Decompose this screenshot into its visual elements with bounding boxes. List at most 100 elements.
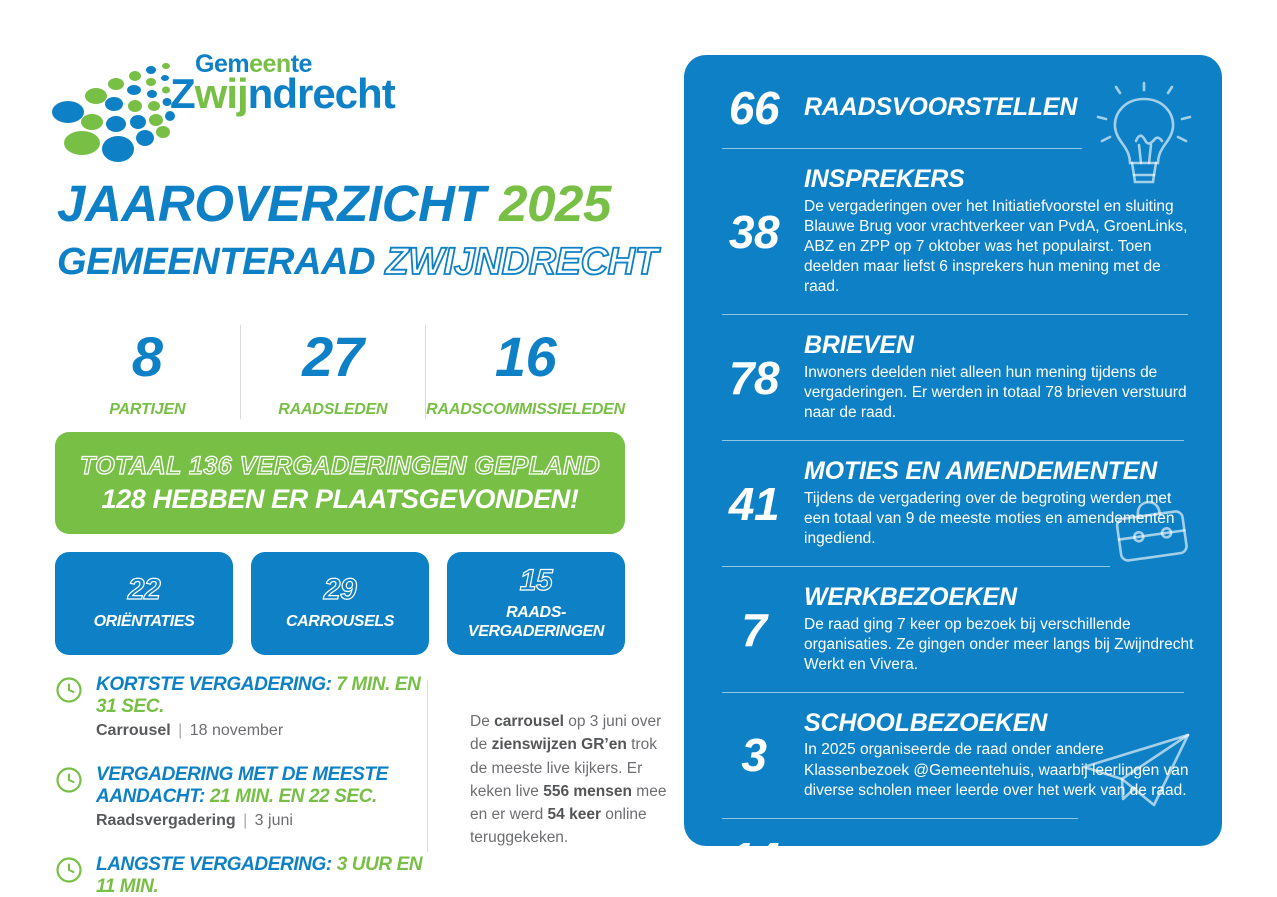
section-number: 7 [741, 603, 767, 656]
stat-value: 16 [494, 325, 557, 388]
stat-partijen: 8 PARTIJEN [55, 325, 240, 419]
section-description: Inwoners deelden niet alleen hun mening … [804, 363, 1187, 421]
logo-word-zwijndrecht: Zwijndrecht [170, 70, 396, 117]
banner-line2: 128 HEBBEN ER PLAATSGEVONDEN! [101, 483, 579, 514]
highlight-langste-vergadering: LANGSTE VERGADERING: 3 UUR EN 11 MIN. Be… [55, 854, 423, 897]
section-title: WERKBEZOEKEN [804, 583, 1017, 612]
section-description: In 2025 organiseerde de raad onder ander… [804, 741, 1189, 799]
gemeente-zwijndrecht-logo: Gemeente Zwijndrecht [50, 42, 400, 172]
box-label: RAADS- VERGADERINGEN [467, 603, 605, 640]
stat-label: PARTIJEN [109, 401, 186, 418]
stat-value: 27 [302, 325, 364, 388]
panel-section-schoolbezoeken: 3 SCHOOLBEZOEKEN In 2025 organiseerde de… [718, 708, 1194, 801]
section-title: RAADSVOORSTELLEN [804, 93, 1078, 122]
highlight-kortste-vergadering: KORTSTE VERGADERING: 7 MIN. EN 31 SEC. C… [55, 674, 423, 740]
stats-row: 8 PARTIJEN 27 RAADSLEDEN 16 RAADSCOMMISS… [55, 325, 625, 419]
panel-section-schriftelijke-vragen: 14 SCHRIFTELIJKE VRAGEN [718, 836, 1194, 846]
total-meetings-banner: TOTAAL 136 VERGADERINGEN GEPLAND 128 HEB… [55, 432, 625, 534]
highlight-meeste-aandacht: VERGADERING MET DE MEESTE AANDACHT: 21 M… [55, 764, 423, 830]
clock-icon [56, 857, 82, 883]
stat-raadsleden: 27 RAADSLEDEN [239, 325, 426, 419]
section-title: MOTIES EN AMENDEMENTEN [804, 457, 1158, 486]
highlight-label: KORTSTE VERGADERING: [96, 674, 337, 695]
box-carrousels: 29 CARROUSELS [251, 552, 429, 655]
page-title-line1: JAAROVERZICHT 2025 [57, 178, 611, 229]
page-title-line2: GEMEENTERAAD ZWIJNDRECHT [57, 241, 659, 283]
title-gemeenteraad: GEMEENTERAAD [57, 241, 386, 283]
section-number: 38 [728, 205, 780, 258]
note-bold: carrousel [494, 713, 564, 730]
note-bold: 556 mensen [543, 782, 632, 800]
box-value: 15 [519, 563, 553, 597]
section-description: Tijdens de vergadering over de begroting… [804, 489, 1175, 547]
section-description: De vergaderingen over het Initiatiefvoor… [804, 197, 1188, 296]
logo-dots-icon: Gemeente Zwijndrecht [52, 50, 397, 162]
title-zwijndrecht-outline: ZWIJNDRECHT [384, 241, 658, 283]
highlight-date: 18 november [189, 721, 284, 739]
section-number: 14 [718, 836, 790, 846]
section-description: De raad ging 7 keer op bezoek bij versch… [804, 615, 1194, 673]
meeting-highlights: KORTSTE VERGADERING: 7 MIN. EN 31 SEC. C… [55, 674, 423, 897]
stat-raadscommissieleden: 16 RAADSCOMMISSIELEDEN [425, 325, 625, 419]
highlight-label: VERGADERING MET DE MEESTE AANDACHT: [96, 763, 388, 808]
box-label: ORIËNTATIES [93, 613, 195, 631]
section-number: 66 [728, 82, 780, 134]
title-year: 2025 [499, 175, 611, 232]
note-text: op 3 juni over de [470, 713, 662, 754]
pipe-separator: | [178, 721, 183, 739]
note-text: trok de meeste live kijkers. Er keken li… [470, 736, 657, 800]
lightbulb-icon [1096, 81, 1192, 184]
section-divider [722, 817, 1078, 819]
stat-value: 8 [131, 325, 163, 388]
section-divider [722, 314, 1188, 316]
highlight-value: 3 UUR EN 11 MIN. [96, 853, 423, 897]
clock-icon [56, 767, 82, 793]
paper-plane-icon [1082, 733, 1190, 807]
stat-label: RAADSCOMMISSIELEDEN [426, 401, 626, 418]
section-number: 78 [728, 351, 780, 404]
stat-label: RAADSLEDEN [278, 401, 388, 418]
section-divider [722, 691, 1184, 693]
section-title: BRIEVEN [804, 331, 914, 360]
meeting-type-boxes: 22 ORIËNTATIES 29 CARROUSELS 15 RAADS- V… [55, 552, 625, 655]
note-bold: 54 keer [547, 806, 601, 823]
box-label: CARROUSELS [285, 613, 394, 631]
vertical-divider [427, 680, 428, 852]
panel-section-moties-en-amendementen: 41 MOTIES EN AMENDEMENTEN Tijdens de ver… [718, 458, 1194, 549]
box-orientaties: 22 ORIËNTATIES [55, 552, 233, 655]
panel-section-raadsvoorstellen: 66 RAADSVOORSTELLEN [718, 85, 1194, 131]
section-divider [722, 566, 1110, 568]
banner-line1: TOTAAL 136 VERGADERINGEN GEPLAND [79, 451, 601, 480]
highlight-name: Carrousel [96, 721, 171, 739]
section-number: 41 [728, 477, 780, 530]
section-divider [722, 148, 1082, 149]
panel-section-insprekers: 38 INSPREKERS De vergaderingen over het … [718, 165, 1194, 297]
pipe-separator: | [243, 811, 248, 829]
section-number: 3 [741, 729, 767, 782]
highlight-value: 21 MIN. EN 22 SEC. [209, 786, 377, 808]
clock-icon [56, 677, 82, 703]
carrousel-viewers-note: De carrousel op 3 juni over de zienswijz… [470, 710, 672, 850]
highlight-value: 7 MIN. EN 31 SEC. [96, 674, 421, 718]
note-text: De [470, 713, 495, 730]
box-raadsvergaderingen: 15 RAADS- VERGADERINGEN [447, 552, 625, 655]
council-activity-panel: 66 RAADSVOORSTELLEN 38 INSPREKERS De ver… [684, 55, 1222, 846]
highlight-label: LANGSTE VERGADERING: [96, 853, 337, 875]
briefcase-icon [1115, 500, 1188, 562]
section-title: SCHOOLBEZOEKEN [804, 708, 1048, 737]
note-text: online teruggekeken. [470, 806, 647, 847]
highlight-date: 3 juni [254, 811, 293, 829]
section-title: SCHRIFTELIJKE VRAGEN [804, 845, 1194, 846]
highlight-name: Raadsvergadering [96, 811, 236, 829]
box-value: 29 [323, 573, 357, 607]
panel-section-brieven: 78 BRIEVEN Inwoners deelden niet alleen … [718, 332, 1194, 423]
section-divider [722, 440, 1184, 442]
note-text: mee en er werd [470, 782, 667, 823]
section-title: INSPREKERS [804, 165, 965, 193]
title-jaaroverzicht: JAAROVERZICHT [57, 175, 500, 232]
panel-section-werkbezoeken: 7 WERKBEZOEKEN De raad ging 7 keer op be… [718, 584, 1194, 675]
logo-word-gemeente: Gemeente [195, 50, 313, 78]
note-bold: zienswijzen GR’en [491, 736, 627, 754]
box-value: 22 [127, 573, 161, 607]
